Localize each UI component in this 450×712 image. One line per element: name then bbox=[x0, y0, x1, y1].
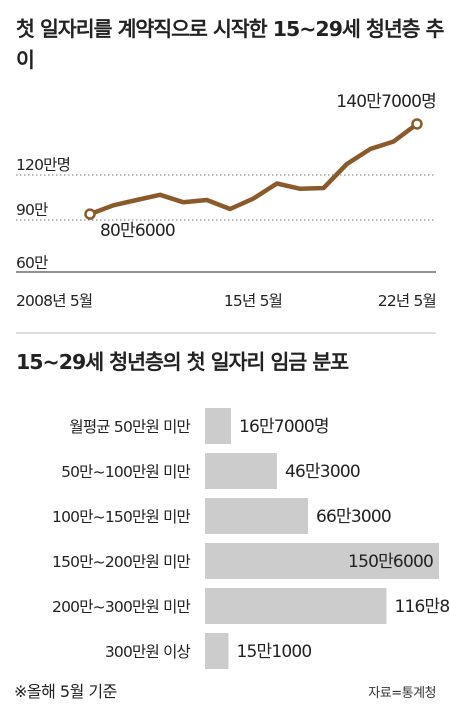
x-tick-label: 15년 5월 bbox=[224, 292, 282, 310]
bar bbox=[205, 543, 439, 579]
source-label: 자료=통계청 bbox=[368, 686, 436, 701]
x-tick-label: 2008년 5월 bbox=[16, 292, 92, 310]
start-point bbox=[84, 208, 96, 220]
bar bbox=[205, 588, 387, 624]
start-annotation: 80만6000 bbox=[100, 221, 175, 241]
bar-chart-title: 15~29세 청년층의 첫 일자리 임금 분포 bbox=[16, 350, 349, 374]
x-tick-label: 22년 5월 bbox=[378, 292, 436, 310]
bar-value-label: 16만7000명 bbox=[239, 417, 329, 437]
y-tick-label: 60만 bbox=[16, 254, 48, 272]
series-line bbox=[87, 121, 420, 217]
footnote: ※올해 5월 기준 bbox=[14, 682, 117, 701]
bar-value-label: 116만8000 bbox=[394, 597, 450, 617]
bar-category-label: 50만~100만원 미만 bbox=[61, 463, 190, 481]
y-tick-label: 120만명 bbox=[16, 156, 70, 174]
bar bbox=[205, 633, 229, 669]
bar-category-label: 200만~300만원 미만 bbox=[52, 598, 191, 616]
bar-value-label: 150만6000 bbox=[348, 552, 433, 572]
line-chart: 60만 90만 120만명 2008년 5월 15년 5월 22년 5월 80만6000 14… bbox=[16, 92, 437, 310]
bar-category-label: 월평균 50만원 미만 bbox=[69, 418, 190, 436]
bar-value-label: 66만3000 bbox=[316, 507, 391, 527]
bar bbox=[205, 498, 309, 534]
bar-category-label: 150만~200만원 미만 bbox=[52, 553, 191, 571]
bar bbox=[205, 408, 231, 444]
end-point bbox=[411, 118, 423, 130]
bar-category-label: 100만~150만원 미만 bbox=[52, 508, 191, 526]
y-tick-label: 90만 bbox=[16, 201, 48, 219]
bar-category-label: 300만원 이상 bbox=[105, 643, 191, 661]
line-chart-title: 첫 일자리를 계약직으로 시작한 15~29세 청년층 추이 bbox=[16, 17, 445, 72]
bar bbox=[205, 453, 277, 489]
bar-value-label: 15만1000 bbox=[236, 642, 311, 662]
bar-value-label: 46만3000 bbox=[285, 462, 360, 482]
end-annotation: 140만7000명 bbox=[336, 92, 436, 112]
